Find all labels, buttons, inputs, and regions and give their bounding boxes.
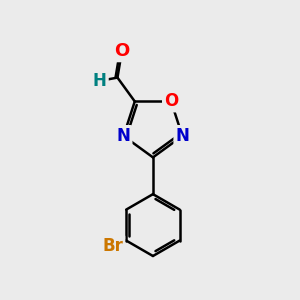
Text: O: O — [164, 92, 178, 110]
Text: O: O — [114, 42, 130, 60]
Text: N: N — [176, 127, 189, 145]
Text: Br: Br — [103, 237, 123, 255]
Text: H: H — [93, 72, 107, 90]
Text: N: N — [117, 127, 130, 145]
